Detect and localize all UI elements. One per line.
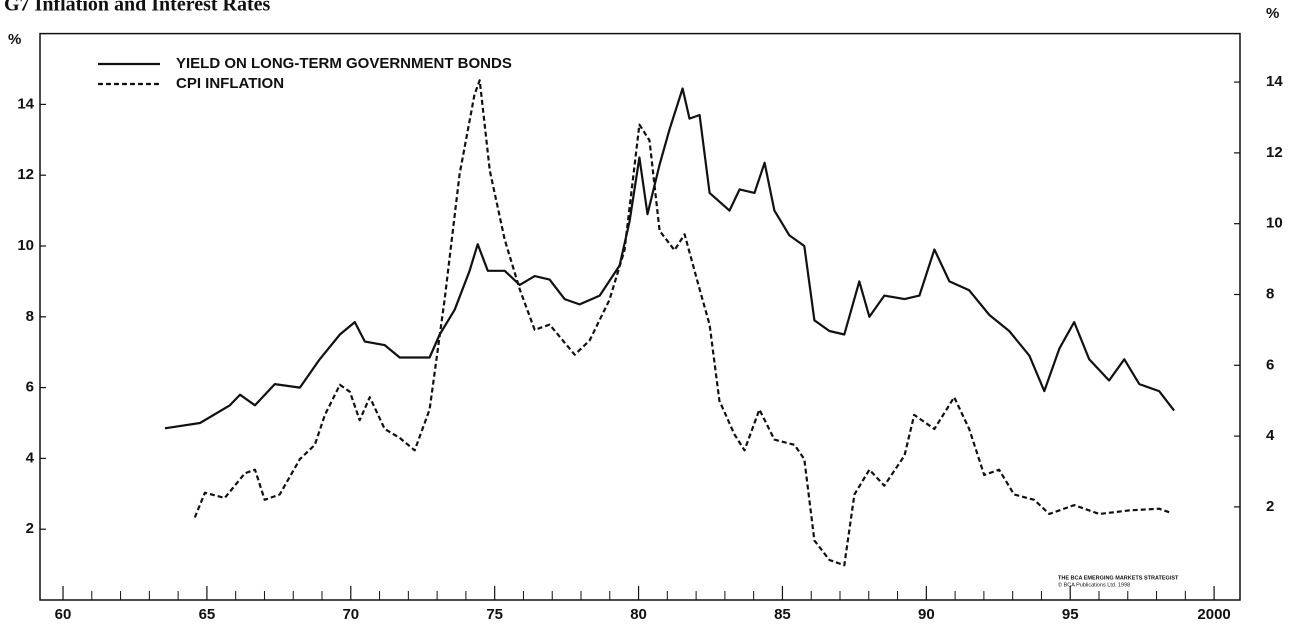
- y-tick-label: 14: [17, 95, 34, 112]
- x-tick-label: 75: [486, 606, 503, 623]
- y2-tick-label: 6: [1266, 356, 1274, 373]
- y2-tick-label: 4: [1266, 427, 1275, 444]
- x-tick-label: 90: [918, 606, 935, 623]
- y-axis-label: %: [8, 31, 21, 48]
- series-line: [193, 79, 1170, 567]
- y2-axis-label: %: [1266, 5, 1279, 22]
- note: THE BCA EMERGING MARKETS STRATEGIST: [1058, 575, 1179, 581]
- y-tick-label: 8: [26, 308, 34, 325]
- x-tick-label: 80: [630, 606, 647, 623]
- series-line: [164, 87, 1175, 430]
- legend-label: YIELD ON LONG-TERM GOVERNMENT BONDS: [176, 55, 512, 72]
- x-tick-label: 2000: [1197, 606, 1230, 623]
- x-tick-label: 70: [342, 606, 359, 623]
- y2-tick-label: 2: [1266, 498, 1274, 515]
- y-tick-label: 2: [26, 520, 34, 537]
- x-tick-label: 65: [199, 606, 216, 623]
- y2-tick-label: 8: [1266, 285, 1274, 302]
- x-tick-label: 95: [1062, 606, 1079, 623]
- note: © BCA Publications Ltd. 1998: [1058, 581, 1130, 588]
- y2-tick-label: 14: [1266, 73, 1283, 90]
- y-tick-label: 6: [26, 379, 34, 396]
- plot-frame: [39, 32, 1241, 601]
- x-tick-label: 60: [55, 606, 72, 623]
- x-tick-label: 85: [774, 606, 791, 623]
- y-tick-label: 4: [26, 449, 35, 466]
- y-tick-label: 10: [17, 237, 34, 254]
- chart-title: G7 Inflation and Interest Rates: [4, 0, 271, 16]
- y-tick-label: 12: [17, 166, 34, 183]
- legend-label: CPI INFLATION: [176, 75, 284, 92]
- y2-tick-label: 10: [1266, 215, 1283, 232]
- y2-tick-label: 12: [1266, 144, 1283, 161]
